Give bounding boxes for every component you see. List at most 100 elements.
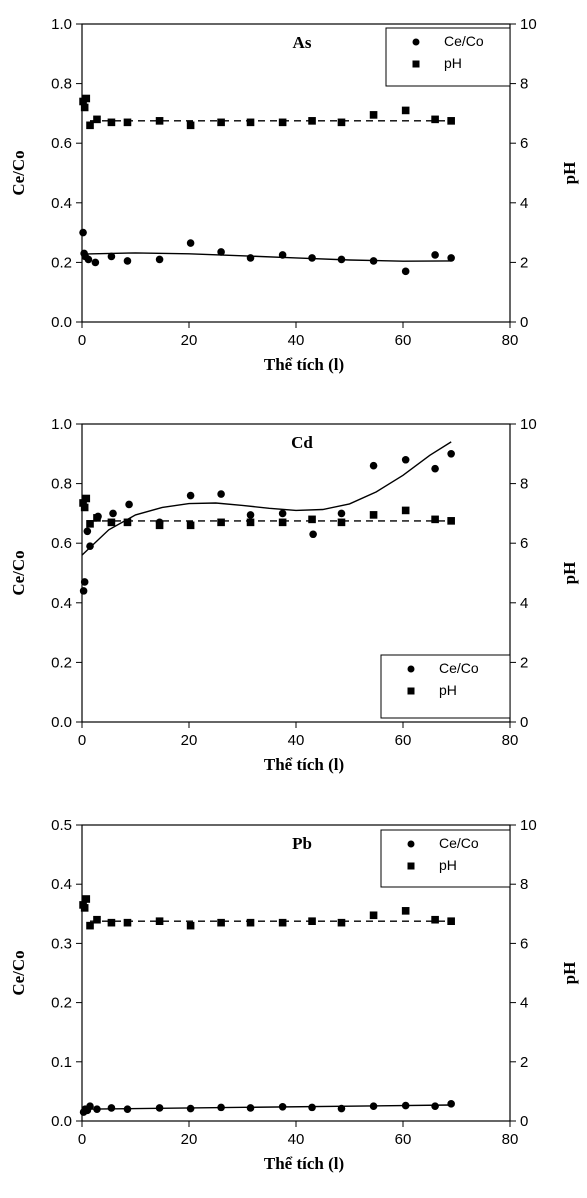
data-point-square (82, 94, 91, 103)
data-point-square (107, 118, 116, 127)
data-point-circle (217, 248, 225, 256)
data-point-square (86, 121, 94, 130)
data-point-square (93, 115, 101, 124)
data-point-square (308, 117, 316, 125)
legend: Ce/Co pH (380, 654, 511, 719)
data-point-circle (431, 251, 439, 259)
chart-panel-as: 0 20 40 60 80 0.0 0.2 0.4 0.6 0.8 1.0 0 2 4 6 8 10 Thể tí… (9, 16, 579, 374)
panel-title: Pb (292, 834, 312, 853)
x-tick-label: 60 (395, 332, 412, 349)
data-point-circle (186, 239, 195, 247)
data-point-square (80, 503, 89, 512)
data-point-square (107, 518, 116, 527)
y-axis-title: Ce/Co (9, 550, 28, 595)
data-point-square (80, 103, 89, 112)
y-tick-label: 1.0 (51, 16, 72, 33)
series-ce-co (79, 1100, 455, 1116)
y-tick-label: 0.2 (51, 654, 72, 671)
y2-tick-label: 10 (520, 817, 537, 834)
y-tick-label: 0.6 (51, 535, 72, 552)
data-point-circle (246, 511, 255, 519)
data-point-circle (93, 1105, 101, 1113)
data-point-square (246, 118, 255, 127)
data-point-square (447, 917, 455, 925)
legend-box (380, 829, 511, 888)
data-point-square (186, 921, 195, 930)
series-ph (79, 94, 455, 130)
data-point-square (86, 921, 94, 930)
y2-tick-label: 6 (520, 535, 528, 552)
data-point-square (82, 895, 91, 903)
data-point-square (308, 515, 316, 524)
data-point-square (246, 518, 255, 527)
y-tick-label: 1.0 (51, 416, 72, 433)
legend: Ce/Co pH (385, 27, 511, 87)
trend-curve (81, 252, 452, 262)
y2-tick-label: 8 (520, 876, 528, 893)
y-tick-label: 0.8 (51, 76, 72, 93)
data-point-circle (431, 1102, 439, 1110)
y-axis-title: Ce/Co (9, 150, 28, 195)
data-point-circle (369, 461, 378, 470)
data-point-circle (309, 530, 317, 539)
y2-axis-title: pH (560, 162, 579, 185)
legend-label: pH (439, 682, 457, 698)
x-tick-label: 80 (502, 732, 519, 749)
y2-tick-label: 6 (520, 935, 528, 952)
data-point-circle (84, 255, 93, 264)
x-tick-label: 40 (288, 732, 305, 749)
series-ph (79, 895, 455, 930)
data-point-square (246, 918, 255, 927)
data-point-square (369, 111, 378, 119)
data-point-square (93, 915, 101, 924)
data-point-square (369, 911, 378, 920)
y-tick-label: 0.2 (51, 995, 72, 1012)
data-point-circle (278, 509, 287, 518)
data-point-square (278, 918, 287, 927)
x-tick-label: 0 (78, 732, 86, 749)
y2-tick-label: 6 (520, 135, 528, 152)
y2-tick-label: 0 (520, 714, 528, 731)
data-point-square (431, 915, 439, 924)
data-point-square (217, 518, 225, 527)
x-tick-label: 80 (502, 1131, 519, 1148)
x-axis-title: Thể tích (l) (264, 1154, 344, 1173)
y-tick-label: 0.6 (51, 135, 72, 152)
y2-tick-label: 10 (520, 16, 537, 33)
data-point-circle (308, 254, 316, 262)
x-axis-title: Thể tích (l) (264, 355, 344, 374)
data-point-circle (186, 1104, 195, 1113)
trend-curve (81, 1104, 452, 1110)
x-axis-title: Thể tích (l) (264, 755, 344, 774)
data-point-circle (217, 1103, 225, 1112)
y2-axis-title: pH (560, 562, 579, 585)
y-tick-label: 0.3 (51, 935, 72, 952)
data-point-square (431, 115, 439, 124)
legend-label: Ce/Co (444, 33, 484, 49)
data-point-square (155, 117, 164, 125)
legend-marker-square (407, 687, 415, 695)
data-point-circle (401, 455, 410, 464)
data-point-circle (447, 254, 455, 262)
data-point-square (82, 494, 91, 503)
data-point-circle (86, 542, 94, 550)
data-point-circle (155, 255, 164, 264)
legend-marker-square (412, 60, 420, 68)
data-point-circle (107, 252, 116, 261)
chart-panel-pb: 0 20 40 60 80 0.0 0.1 0.2 0.3 0.4 0.5 0 2 4 6 8 10 Thể tí… (9, 817, 579, 1173)
y-tick-label: 0.5 (51, 817, 72, 834)
legend-label: Ce/Co (439, 835, 479, 851)
legend-marker-circle (407, 665, 415, 673)
data-point-circle (278, 251, 287, 259)
y-tick-label: 0.2 (51, 254, 72, 271)
data-point-square (337, 918, 346, 927)
y-tick-label: 0.8 (51, 476, 72, 493)
data-point-circle (79, 228, 87, 237)
legend: Ce/Co pH (380, 829, 511, 888)
data-point-square (123, 918, 132, 927)
data-point-circle (447, 450, 455, 458)
data-point-square (337, 118, 346, 127)
data-point-square (401, 907, 410, 915)
data-point-circle (401, 1101, 410, 1110)
